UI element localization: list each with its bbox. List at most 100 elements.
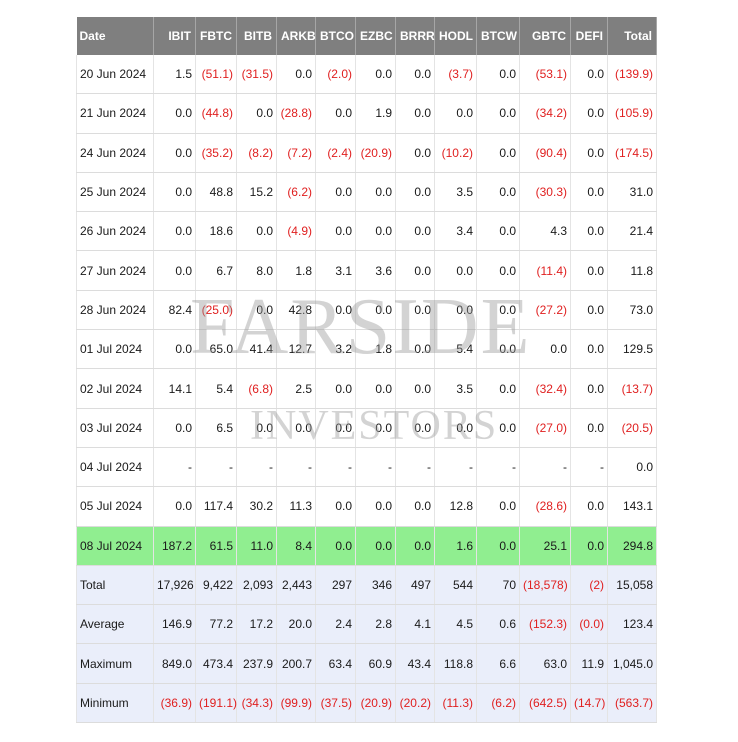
value-cell: 0.0 [476, 329, 520, 370]
value-cell: 17.2 [236, 604, 277, 645]
row-label-cell: 21 Jun 2024 [76, 93, 154, 134]
value-cell: 0.0 [315, 408, 356, 448]
value-cell: 43.4 [395, 643, 435, 684]
value-cell: (6.2) [276, 172, 316, 213]
value-cell: (14.7) [570, 683, 608, 724]
value-cell: 0.0 [476, 368, 520, 409]
row-label-cell: 08 Jul 2024 [76, 526, 154, 566]
value-cell: 497 [395, 565, 435, 606]
value-cell: (6.8) [236, 368, 277, 409]
value-cell: (152.3) [519, 604, 571, 645]
value-cell: 8.4 [276, 526, 316, 566]
value-cell: 0.0 [236, 93, 277, 134]
value-cell: 0.0 [476, 211, 520, 252]
value-cell: 4.5 [434, 604, 477, 645]
value-cell: 0.0 [395, 172, 435, 213]
row-label-cell: Minimum [76, 683, 154, 724]
value-cell: 17,926 [153, 565, 196, 606]
value-cell: 2,093 [236, 565, 277, 606]
row-label-cell: 01 Jul 2024 [76, 329, 154, 370]
value-cell: 0.0 [153, 408, 196, 448]
table-row: 21 Jun 2024 0.0 (44.8) 0.0 (28.8) 0.0 1.9 0.0 0.… [76, 93, 657, 134]
value-cell: 0.0 [355, 486, 396, 527]
value-cell: - [355, 447, 396, 488]
value-cell: 0.0 [355, 526, 396, 566]
value-cell: 0.0 [476, 526, 520, 566]
value-cell: - [276, 447, 316, 488]
value-cell: 0.0 [570, 211, 608, 252]
value-cell: 0.0 [570, 172, 608, 213]
column-header-brrr: BRRR [395, 17, 435, 55]
value-cell: 0.0 [153, 329, 196, 370]
value-cell: 237.9 [236, 643, 277, 684]
row-label-cell: 26 Jun 2024 [76, 211, 154, 252]
value-cell: (11.3) [434, 683, 477, 724]
value-cell: - [570, 447, 608, 488]
value-cell: 15,058 [607, 565, 657, 606]
value-cell: 2.8 [355, 604, 396, 645]
value-cell: (25.0) [195, 290, 237, 331]
value-cell: 0.0 [276, 55, 316, 95]
column-header-btcw: BTCW [476, 17, 520, 55]
value-cell: 42.8 [276, 290, 316, 331]
value-cell: 3.5 [434, 368, 477, 409]
value-cell: (99.9) [276, 683, 316, 724]
value-cell: 0.0 [476, 55, 520, 95]
value-cell: 4.3 [519, 211, 571, 252]
table-row: 20 Jun 2024 1.5 (51.1) (31.5) 0.0 (2.0) 0.0 0.0… [76, 55, 657, 95]
value-cell: 0.0 [153, 172, 196, 213]
value-cell: (10.2) [434, 133, 477, 173]
value-cell: 30.2 [236, 486, 277, 527]
value-cell: 0.0 [395, 486, 435, 527]
value-cell: (105.9) [607, 93, 657, 134]
value-cell: (90.4) [519, 133, 571, 173]
column-header-arkb: ARKB [276, 17, 316, 55]
value-cell: 2.5 [276, 368, 316, 409]
value-cell: 21.4 [607, 211, 657, 252]
summary-row: Minimum (36.9) (191.1) (34.3) (99.9) (37.5) (2… [76, 683, 657, 724]
table-row: 02 Jul 2024 14.1 5.4 (6.8) 2.5 0.0 0.0 0.0 3.5 0.… [76, 368, 657, 409]
value-cell: 11.8 [607, 250, 657, 291]
value-cell: 0.0 [395, 408, 435, 448]
value-cell: 0.0 [395, 133, 435, 173]
value-cell: (37.5) [315, 683, 356, 724]
value-cell: 346 [355, 565, 396, 606]
value-cell: (8.2) [236, 133, 277, 173]
value-cell: - [476, 447, 520, 488]
value-cell: (7.2) [276, 133, 316, 173]
value-cell: (642.5) [519, 683, 571, 724]
value-cell: 11.0 [236, 526, 277, 566]
value-cell: - [236, 447, 277, 488]
table-header-row: Date IBIT FBTC BITB ARKB BTCO EZBC BRRR HODL BTCW… [76, 17, 657, 55]
value-cell: 0.0 [476, 290, 520, 331]
etf-flows-table-container: Date IBIT FBTC BITB ARKB BTCO EZBC BRRR HODL BTCW… [76, 17, 657, 724]
value-cell: 0.0 [476, 408, 520, 448]
value-cell: (27.2) [519, 290, 571, 331]
row-label-cell: 20 Jun 2024 [76, 55, 154, 95]
value-cell: 0.0 [476, 133, 520, 173]
value-cell: 0.0 [395, 368, 435, 409]
etf-flows-table: Date IBIT FBTC BITB ARKB BTCO EZBC BRRR HODL BTCW… [76, 17, 657, 724]
value-cell: 118.8 [434, 643, 477, 684]
value-cell: 0.0 [153, 93, 196, 134]
value-cell: 0.0 [355, 172, 396, 213]
value-cell: 0.0 [355, 55, 396, 95]
value-cell: 0.0 [315, 486, 356, 527]
value-cell: 1,045.0 [607, 643, 657, 684]
table-row: 04 Jul 2024- - - - - - - - - - -0.0 [76, 447, 657, 488]
value-cell: (11.4) [519, 250, 571, 291]
value-cell: 63.0 [519, 643, 571, 684]
value-cell: (2.0) [315, 55, 356, 95]
value-cell: (30.3) [519, 172, 571, 213]
value-cell: 123.4 [607, 604, 657, 645]
value-cell: 60.9 [355, 643, 396, 684]
value-cell: 5.4 [434, 329, 477, 370]
value-cell: (191.1) [195, 683, 237, 724]
value-cell: 0.0 [315, 290, 356, 331]
value-cell: (2.4) [315, 133, 356, 173]
table-row: 25 Jun 2024 0.0 48.8 15.2 (6.2) 0.0 0.0 0.0 3.5 0… [76, 172, 657, 213]
value-cell: 143.1 [607, 486, 657, 527]
value-cell: 12.8 [434, 486, 477, 527]
table-row: 26 Jun 2024 0.0 18.6 0.0 (4.9) 0.0 0.0 0.0 3.4 0.… [76, 211, 657, 252]
value-cell: 0.0 [153, 486, 196, 527]
